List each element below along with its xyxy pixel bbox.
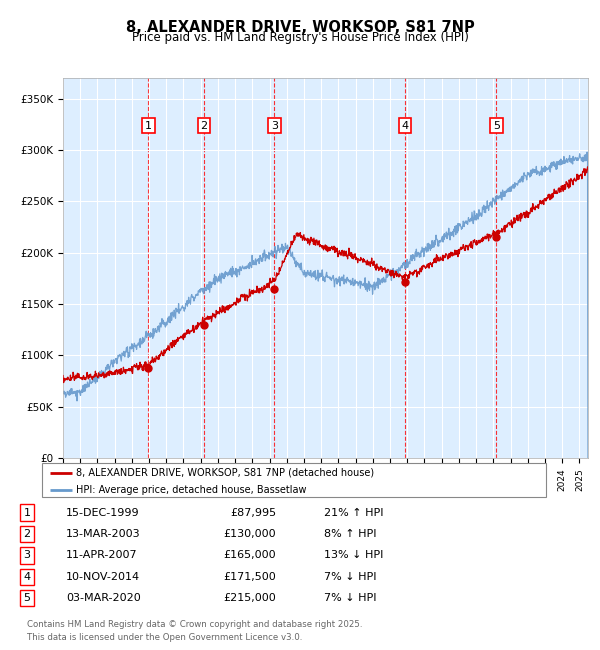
- Text: 2: 2: [23, 529, 31, 539]
- Text: 10-NOV-2014: 10-NOV-2014: [66, 572, 140, 582]
- Text: 5: 5: [23, 593, 31, 603]
- Text: £87,995: £87,995: [230, 508, 276, 517]
- Text: 5: 5: [493, 120, 500, 131]
- Text: 11-APR-2007: 11-APR-2007: [66, 551, 137, 560]
- Text: 21% ↑ HPI: 21% ↑ HPI: [324, 508, 383, 517]
- Text: £215,000: £215,000: [223, 593, 276, 603]
- Text: Contains HM Land Registry data © Crown copyright and database right 2025.
This d: Contains HM Land Registry data © Crown c…: [27, 620, 362, 642]
- Text: 3: 3: [271, 120, 278, 131]
- Text: 1: 1: [23, 508, 31, 517]
- Text: £130,000: £130,000: [223, 529, 276, 539]
- Text: 3: 3: [23, 551, 31, 560]
- Text: 15-DEC-1999: 15-DEC-1999: [66, 508, 140, 517]
- Text: 1: 1: [145, 120, 152, 131]
- Text: 7% ↓ HPI: 7% ↓ HPI: [324, 572, 377, 582]
- Text: 4: 4: [23, 572, 31, 582]
- Text: Price paid vs. HM Land Registry's House Price Index (HPI): Price paid vs. HM Land Registry's House …: [131, 31, 469, 44]
- Text: 03-MAR-2020: 03-MAR-2020: [66, 593, 141, 603]
- Text: 13% ↓ HPI: 13% ↓ HPI: [324, 551, 383, 560]
- Text: £165,000: £165,000: [223, 551, 276, 560]
- Text: 4: 4: [401, 120, 409, 131]
- Text: £171,500: £171,500: [223, 572, 276, 582]
- Text: 8, ALEXANDER DRIVE, WORKSOP, S81 7NP (detached house): 8, ALEXANDER DRIVE, WORKSOP, S81 7NP (de…: [76, 468, 374, 478]
- Text: 8, ALEXANDER DRIVE, WORKSOP, S81 7NP: 8, ALEXANDER DRIVE, WORKSOP, S81 7NP: [125, 20, 475, 34]
- Text: HPI: Average price, detached house, Bassetlaw: HPI: Average price, detached house, Bass…: [76, 485, 307, 495]
- Text: 8% ↑ HPI: 8% ↑ HPI: [324, 529, 377, 539]
- Text: 13-MAR-2003: 13-MAR-2003: [66, 529, 140, 539]
- Text: 7% ↓ HPI: 7% ↓ HPI: [324, 593, 377, 603]
- Text: 2: 2: [200, 120, 208, 131]
- FancyBboxPatch shape: [42, 463, 546, 497]
